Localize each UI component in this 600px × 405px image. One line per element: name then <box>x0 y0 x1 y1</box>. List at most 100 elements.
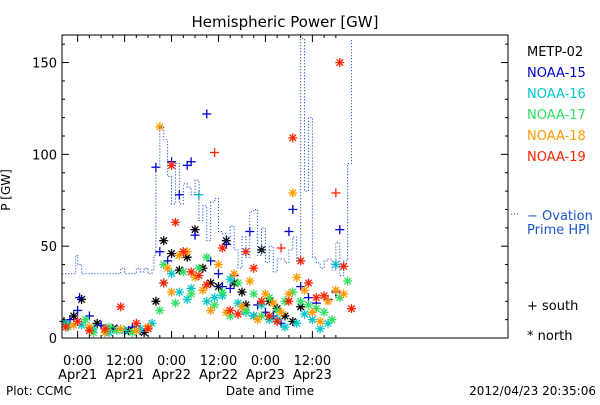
data-point-noaa-16 <box>280 322 290 332</box>
data-point-noaa-15 <box>174 190 184 200</box>
footer-timestamp: 2012/04/23 20:35:06 <box>469 384 596 398</box>
data-point-noaa-19 <box>331 188 341 198</box>
data-point-noaa-15 <box>182 160 192 170</box>
data-point-noaa-18 <box>339 289 349 299</box>
data-point-noaa-19 <box>272 316 282 326</box>
marker-legend: + south * north <box>527 299 578 344</box>
legend-item: NOAA-19 <box>527 150 586 165</box>
data-point-noaa-18 <box>213 260 223 270</box>
data-point-noaa-15 <box>155 247 165 257</box>
data-point-noaa-17 <box>343 276 353 286</box>
data-point-noaa-16 <box>300 309 310 319</box>
legend-item: NOAA-15 <box>527 66 586 81</box>
data-point-noaa-17 <box>104 322 114 332</box>
data-point-noaa-19 <box>73 316 83 326</box>
data-point-noaa-18 <box>307 307 317 317</box>
ovation-layer <box>62 38 353 277</box>
data-point-noaa-19 <box>225 305 235 315</box>
data-point-noaa-15 <box>225 283 235 293</box>
data-point-noaa-17 <box>217 287 227 297</box>
data-point-noaa-15 <box>202 109 212 119</box>
data-point-noaa-19 <box>143 324 153 334</box>
x-tick-label-date: Apr21 <box>105 368 144 383</box>
data-point-noaa-18 <box>292 272 302 282</box>
data-point-noaa-17 <box>210 300 220 310</box>
data-point-noaa-19 <box>284 296 294 306</box>
data-point-metp-02 <box>167 249 177 259</box>
data-point-noaa-17 <box>155 305 165 315</box>
x-axis-label: Date and Time <box>226 384 314 398</box>
data-point-noaa-18 <box>229 269 239 279</box>
data-point-noaa-19 <box>257 296 267 306</box>
data-point-metp-02 <box>159 236 169 246</box>
data-point-noaa-19 <box>202 280 212 290</box>
data-point-noaa-18 <box>116 324 126 334</box>
x-tick-label-time: 0:00 <box>63 354 92 369</box>
data-point-metp-02 <box>69 311 79 321</box>
y-tick-label: 50 <box>40 240 57 255</box>
x-tick-label-time: 12:00 <box>106 354 143 369</box>
x-tick-label-time: 12:00 <box>294 354 331 369</box>
data-point-noaa-19 <box>210 148 220 158</box>
data-point-noaa-19 <box>194 271 204 281</box>
marker-legend-north: * north <box>527 329 573 344</box>
data-point-noaa-18 <box>288 188 298 198</box>
data-point-noaa-18 <box>323 296 333 306</box>
data-point-noaa-15 <box>284 226 294 236</box>
data-point-noaa-18 <box>300 285 310 295</box>
data-point-noaa-16 <box>167 269 177 279</box>
y-axis-label: P [GW] <box>0 169 13 211</box>
data-point-noaa-18 <box>206 305 216 315</box>
data-point-noaa-15 <box>260 307 270 317</box>
data-point-noaa-15 <box>151 162 161 172</box>
data-point-noaa-17 <box>296 296 306 306</box>
data-point-noaa-15 <box>213 269 223 279</box>
axes: 0501001500:00Apr2112:00Apr210:00Apr2212:… <box>32 35 508 383</box>
data-point-noaa-18 <box>155 122 165 132</box>
y-tick-label: 100 <box>32 148 57 163</box>
data-point-noaa-18 <box>268 298 278 308</box>
data-point-noaa-17 <box>80 315 90 325</box>
data-point-noaa-19 <box>100 324 110 334</box>
legend-item: NOAA-18 <box>527 129 586 144</box>
plot-frame <box>61 34 509 339</box>
data-point-noaa-19 <box>116 302 126 312</box>
data-point-noaa-19 <box>319 291 329 301</box>
data-point-noaa-18 <box>260 289 270 299</box>
data-point-noaa-17 <box>170 298 180 308</box>
x-tick-label-date: Apr22 <box>152 368 191 383</box>
ovation-legend-line2: Prime HPI <box>527 223 590 238</box>
data-point-noaa-19 <box>131 318 141 328</box>
data-point-noaa-19 <box>347 304 357 314</box>
ovation-legend-line1: − Ovation <box>527 209 593 224</box>
data-point-noaa-16 <box>249 311 259 321</box>
chart-title: Hemispheric Power [GW] <box>192 13 379 31</box>
data-point-noaa-16 <box>307 315 317 325</box>
data-point-metp-02 <box>151 296 161 306</box>
data-point-noaa-17 <box>202 252 212 262</box>
x-tick-label-date: Apr23 <box>293 368 332 383</box>
data-point-noaa-17 <box>319 307 329 317</box>
data-point-noaa-19 <box>303 278 313 288</box>
data-point-noaa-15 <box>288 204 298 214</box>
data-point-noaa-17 <box>233 278 243 288</box>
data-point-noaa-16 <box>202 296 212 306</box>
data-point-noaa-19 <box>249 263 259 273</box>
data-point-noaa-19 <box>170 217 180 227</box>
data-point-metp-02 <box>237 287 247 297</box>
data-point-noaa-19 <box>233 309 243 319</box>
data-point-noaa-16 <box>323 318 333 328</box>
x-tick-label-date: Apr22 <box>199 368 238 383</box>
series-layer <box>59 58 357 337</box>
data-point-noaa-18 <box>167 287 177 297</box>
data-point-noaa-18 <box>276 307 286 317</box>
data-point-noaa-15 <box>296 282 306 292</box>
data-point-noaa-19 <box>335 58 345 68</box>
x-tick-label-time: 0:00 <box>251 354 280 369</box>
data-point-noaa-16 <box>225 274 235 284</box>
x-tick-label-date: Apr23 <box>246 368 285 383</box>
data-point-noaa-19 <box>84 326 94 336</box>
data-point-metp-02 <box>77 294 87 304</box>
data-point-noaa-15 <box>206 256 216 266</box>
